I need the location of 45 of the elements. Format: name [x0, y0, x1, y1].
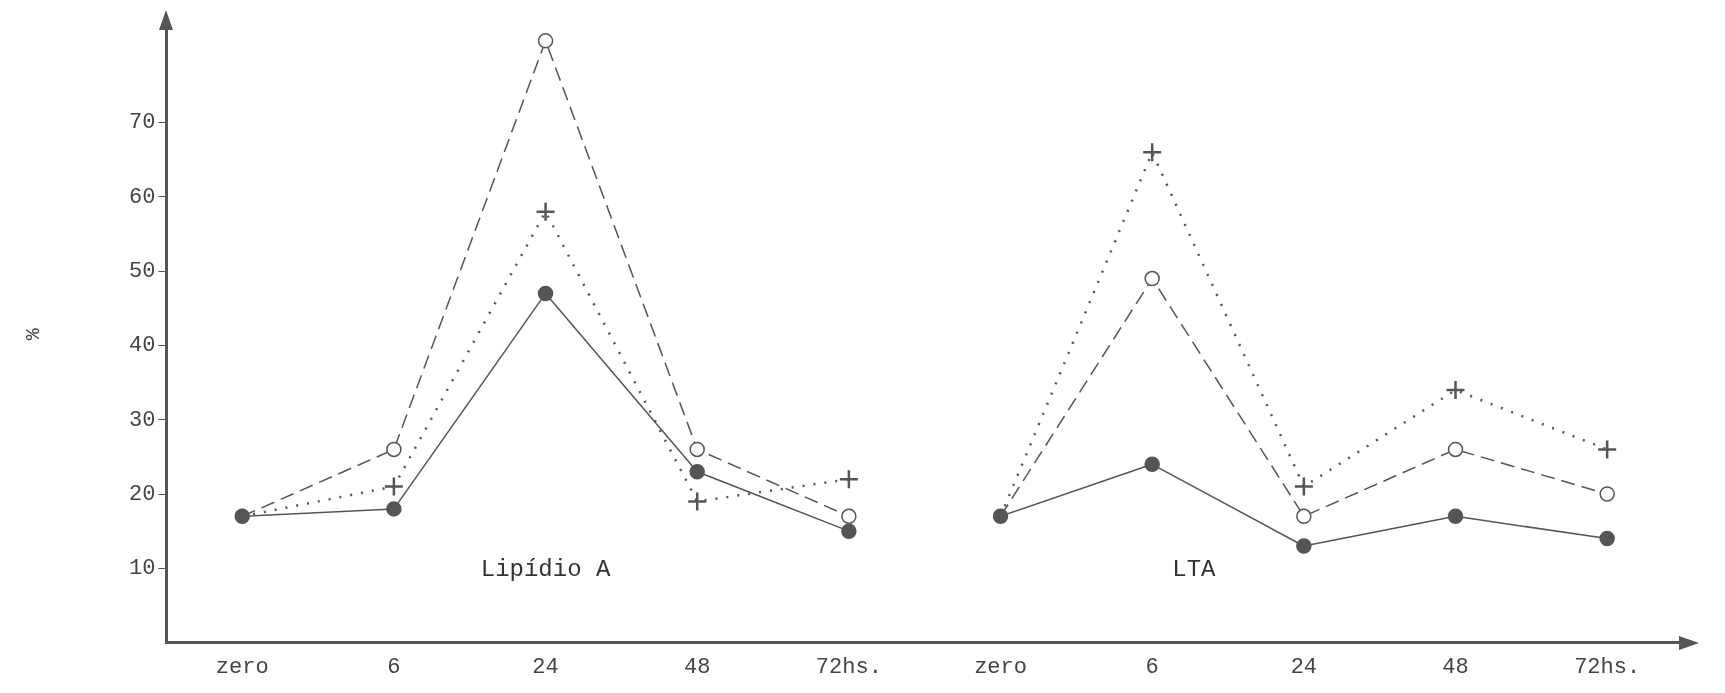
point: [1296, 538, 1312, 554]
point: [1447, 508, 1464, 525]
x-tick-label: 24: [532, 654, 559, 680]
y-tick-label: 20: [129, 481, 156, 507]
point: [537, 33, 554, 49]
point: [386, 501, 402, 517]
point: [686, 491, 708, 512]
y-axis-title: %: [22, 327, 46, 341]
y-tick-label: 10: [129, 556, 156, 582]
point: [1599, 530, 1615, 547]
point: [234, 508, 250, 525]
point: [689, 441, 705, 458]
point: [1599, 486, 1615, 502]
point: [386, 441, 402, 458]
x-tick-label: zero: [215, 654, 269, 680]
y-tick-label: 30: [129, 407, 156, 433]
y-tick-label: 70: [129, 110, 156, 136]
point: [1144, 456, 1160, 473]
annotation: LTA: [1172, 556, 1217, 584]
x-tick-label: zero: [974, 654, 1027, 680]
point: [535, 201, 556, 222]
point: [841, 508, 857, 525]
point: [838, 468, 860, 490]
point: [1296, 508, 1312, 525]
point: [1596, 439, 1618, 460]
point: [841, 523, 857, 539]
x-tick-label: 48: [1442, 654, 1469, 680]
y-tick-label: 50: [129, 258, 156, 284]
point: [689, 463, 705, 480]
y-tick-label: 40: [129, 333, 156, 359]
x-tick-label: 6: [387, 654, 401, 680]
point: [1447, 441, 1464, 458]
annotation: Lipídio A: [480, 556, 611, 584]
x-tick-label: 72hs.: [815, 654, 882, 680]
x-tick-label: 72hs.: [1574, 654, 1641, 680]
point: [383, 476, 405, 497]
y-tick-label: 60: [129, 184, 156, 210]
point: [1144, 270, 1160, 287]
point: [1445, 379, 1466, 401]
x-tick-label: 6: [1145, 654, 1159, 680]
x-tick-label: 24: [1290, 654, 1318, 680]
point: [1293, 476, 1315, 497]
x-tick-label: 48: [684, 654, 711, 680]
point: [1141, 142, 1163, 163]
point: [537, 285, 554, 302]
